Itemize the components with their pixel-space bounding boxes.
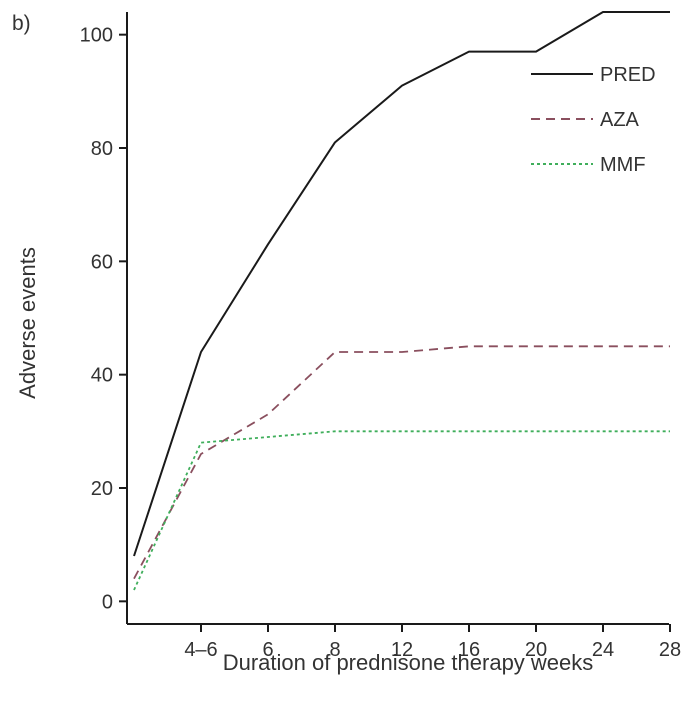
x-tick-label: 20: [525, 639, 547, 661]
y-tick-label: 40: [91, 365, 113, 387]
series-line-pred: [133, 11, 670, 557]
x-tick-label: 12: [391, 639, 413, 661]
panel-label: b): [12, 12, 31, 35]
series-lines: [133, 11, 670, 591]
y-tick-label: 80: [91, 138, 113, 160]
y-tick-label: 100: [80, 25, 113, 47]
x-ticks: 4–6 6 8 12 16 20 24 28: [184, 624, 681, 661]
legend: PRED AZA MMF: [531, 64, 656, 176]
x-axis-title: Duration of prednisone therapy weeks: [223, 650, 594, 675]
series-line-aza: [133, 345, 670, 580]
series-line-mmf: [133, 430, 670, 591]
legend-label-mmf: MMF: [600, 154, 646, 176]
x-tick-label: 24: [592, 639, 614, 661]
x-tick-label: 6: [262, 639, 273, 661]
y-tick-label: 60: [91, 251, 113, 273]
legend-label-aza: AZA: [600, 109, 640, 131]
y-axis-title: Adverse events: [15, 247, 40, 399]
y-ticks: 0 20 40 60 80 100: [80, 25, 127, 613]
x-tick-label: 4–6: [184, 639, 217, 661]
x-tick-label: 8: [329, 639, 340, 661]
y-tick-label: 0: [102, 591, 113, 613]
axes: [126, 12, 669, 625]
legend-label-pred: PRED: [600, 64, 656, 86]
x-tick-label: 28: [659, 639, 681, 661]
x-tick-label: 16: [458, 639, 480, 661]
y-tick-label: 20: [91, 478, 113, 500]
